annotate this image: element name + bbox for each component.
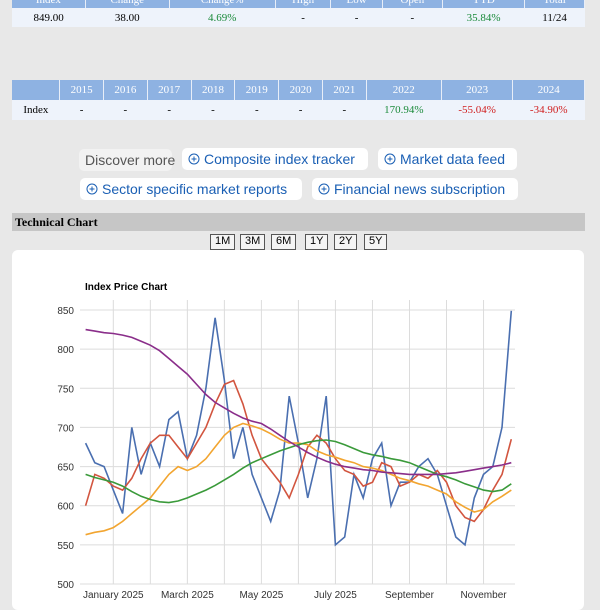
x-tick-label: September — [385, 590, 435, 600]
row-label: Index — [12, 100, 60, 120]
range-button[interactable]: 6M — [271, 234, 297, 250]
icon — [318, 183, 330, 195]
header-cell: Index — [12, 0, 86, 8]
chart: Index Price Chart 500 550 600 650 700 750 800 8… — [57, 282, 515, 600]
series-line — [85, 328, 512, 476]
x-tick-label: January 2025 — [83, 590, 144, 600]
section-title: Technical Chart — [12, 213, 585, 231]
link-button[interactable]: Sector specific market reports — [80, 178, 302, 200]
cell: -34.90% — [512, 100, 585, 120]
y-tick-label: 600 — [57, 502, 74, 513]
y-tick-label: 800 — [57, 345, 74, 356]
cell: - — [322, 100, 367, 120]
header-cell: 2020 — [278, 80, 323, 100]
cell: - — [275, 8, 331, 27]
link-button[interactable]: Financial news subscription — [312, 178, 518, 200]
header-cell: Low — [330, 0, 383, 8]
header-cell: Total — [524, 0, 585, 8]
link-text: Composite index tracker — [204, 151, 355, 167]
link-button[interactable]: Composite index tracker — [182, 148, 368, 170]
series-line — [85, 439, 512, 504]
header-cell: 2019 — [234, 80, 280, 100]
quote-table: Index Change Change% High Low Open YTD Total 84… — [12, 0, 585, 27]
cell: - — [191, 100, 235, 120]
cell: - — [278, 100, 323, 120]
header-cell: 2023 — [441, 80, 514, 100]
cell: -55.04% — [441, 100, 513, 120]
x-tick-label: July 2025 — [314, 590, 357, 600]
range-button[interactable]: 1M — [210, 234, 236, 250]
link-text: Market data feed — [400, 151, 506, 167]
history-table: 2015 2016 2017 2018 2019 2020 2021 2022 2023 2024… — [12, 80, 585, 120]
header-cell: 2015 — [59, 80, 104, 100]
cell: - — [234, 100, 279, 120]
header-cell: 2017 — [147, 80, 192, 100]
header-cell: 2024 — [512, 80, 585, 100]
x-tick-label: May 2025 — [239, 590, 283, 600]
icon — [86, 183, 98, 195]
range-button[interactable]: 1Y — [305, 234, 329, 250]
y-tick-label: 850 — [57, 306, 74, 317]
header-cell: High — [275, 0, 332, 8]
chart-title: Index Price Chart — [85, 282, 168, 293]
y-tick-label: 500 — [57, 580, 74, 591]
header-cell: 2018 — [191, 80, 236, 100]
link-text: Sector specific market reports — [102, 181, 288, 197]
icon — [384, 153, 396, 165]
header-cell: Change — [85, 0, 170, 8]
x-tick-label: March 2025 — [161, 590, 214, 600]
cell: 38.00 — [85, 8, 170, 27]
cell: 4.69% — [169, 8, 276, 27]
link-text: Financial news subscription — [334, 181, 506, 197]
header-cell: 2016 — [103, 80, 148, 100]
x-tick-label: November — [460, 590, 507, 600]
cell: - — [147, 100, 192, 120]
cell: 849.00 — [12, 8, 86, 27]
header-cell — [12, 80, 61, 100]
range-button[interactable]: 2Y — [334, 234, 358, 250]
cell: 170.94% — [366, 100, 442, 120]
range-button[interactable]: 3M — [240, 234, 266, 250]
discover-more[interactable]: Discover more — [79, 149, 175, 171]
header-cell: Open — [382, 0, 443, 8]
series-line — [85, 422, 512, 536]
header-cell: Change% — [169, 0, 276, 8]
cell: - — [382, 8, 443, 27]
cell: - — [330, 8, 383, 27]
y-tick-label: 650 — [57, 463, 74, 474]
y-tick-label: 550 — [57, 541, 74, 552]
header-cell: 2022 — [366, 80, 442, 100]
header-cell: YTD — [442, 0, 526, 8]
icon — [188, 153, 200, 165]
cell: 35.84% — [442, 8, 525, 27]
header-cell: 2021 — [322, 80, 367, 100]
y-tick-label: 750 — [57, 384, 74, 395]
y-tick-label: 700 — [57, 423, 74, 434]
cell: - — [59, 100, 104, 120]
link-button[interactable]: Market data feed — [378, 148, 517, 170]
cell: - — [103, 100, 148, 120]
range-button[interactable]: 5Y — [364, 234, 388, 250]
cell: 11/24 — [524, 8, 585, 27]
